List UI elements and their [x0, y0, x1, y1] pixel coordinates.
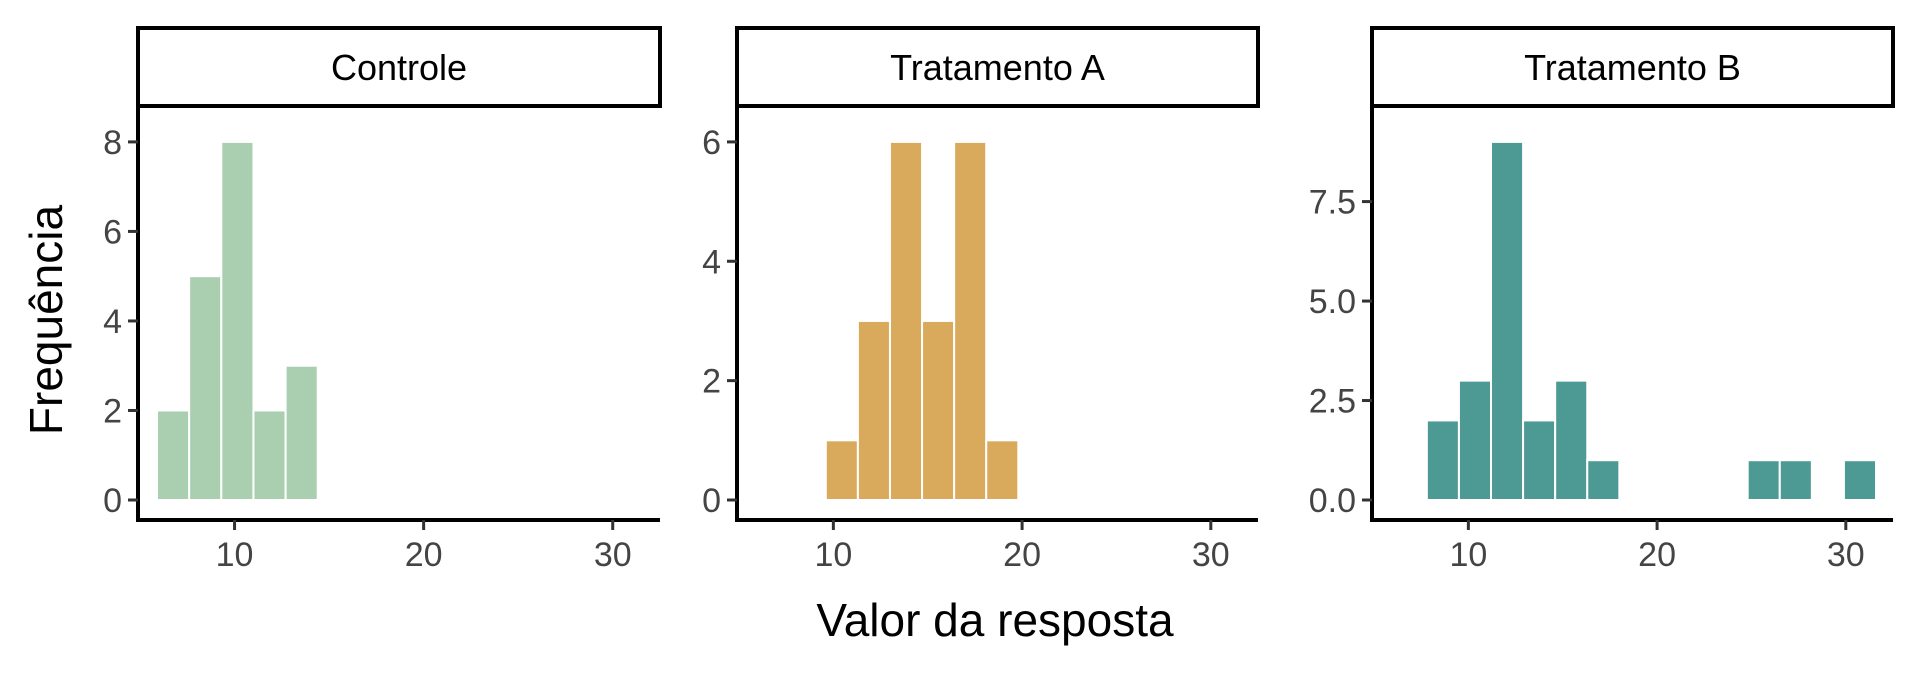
y-tick-label: 0.0 [1309, 482, 1356, 520]
strip-title: Controle [331, 47, 467, 88]
y-tick-label: 2 [103, 392, 122, 430]
strip-title: Tratamento A [890, 47, 1105, 88]
strip-title: Tratamento B [1524, 47, 1741, 88]
x-tick-label: 10 [814, 536, 852, 574]
x-tick-label: 30 [1192, 536, 1230, 574]
histogram-bar [188, 275, 223, 502]
y-tick-label: 0 [702, 482, 721, 520]
histogram-bar [953, 140, 988, 501]
x-tick-label: 30 [594, 536, 632, 574]
histogram-bar [1425, 419, 1460, 501]
strip-box [136, 26, 662, 108]
y-tick-label: 2 [702, 363, 721, 401]
x-tick-label: 20 [1638, 536, 1676, 574]
histogram-bar [1586, 459, 1621, 501]
x-tick-label: 20 [1003, 536, 1041, 574]
y-tick-label: 4 [702, 243, 721, 281]
histogram-bar [1842, 459, 1878, 501]
panel-tratamento-b: Tratamento B 0.0 2.5 5.0 7.5 10 20 30 [1309, 26, 1895, 574]
histogram-bar [1554, 379, 1589, 501]
x-tick-label: 30 [1827, 536, 1865, 574]
y-tick-label: 0 [103, 482, 122, 520]
y-tick-label: 7.5 [1309, 184, 1356, 222]
histogram-bar [220, 140, 255, 501]
histogram-bar [1522, 419, 1557, 501]
histogram-bar [1490, 140, 1525, 501]
histogram-bar [1457, 379, 1493, 501]
histogram-bar [252, 409, 287, 502]
x-tick-label: 10 [216, 536, 254, 574]
y-tick-label: 6 [103, 213, 122, 251]
x-axis-title: Valor da resposta [816, 594, 1174, 646]
panels-group: Controle 0 2 4 6 8 10 20 30 Tratamento A 0 2 4 6 10 20 3… [103, 26, 1895, 574]
strip-box [735, 26, 1260, 108]
panel-controle: Controle 0 2 4 6 8 10 20 30 [103, 26, 662, 574]
y-tick-label: 4 [103, 303, 122, 341]
y-axis-title: Frequência [20, 205, 72, 436]
histogram-bar [1746, 459, 1781, 501]
histogram-bar [824, 439, 859, 502]
y-tick-label: 8 [103, 124, 122, 162]
y-tick-label: 5.0 [1309, 283, 1356, 321]
histogram-bar [156, 409, 191, 502]
strip-box [1370, 26, 1895, 108]
y-tick-label: 6 [702, 124, 721, 162]
x-tick-label: 20 [405, 536, 443, 574]
histogram-bar [888, 140, 924, 501]
y-tick-label: 2.5 [1309, 383, 1356, 421]
histogram-bar [1778, 459, 1813, 501]
x-tick-label: 10 [1449, 536, 1487, 574]
panel-tratamento-a: Tratamento A 0 2 4 6 10 20 30 [702, 26, 1260, 574]
histogram-bar [856, 319, 891, 502]
histogram-bar [284, 364, 319, 502]
histogram-bar [921, 319, 956, 502]
histogram-bar [985, 439, 1020, 502]
